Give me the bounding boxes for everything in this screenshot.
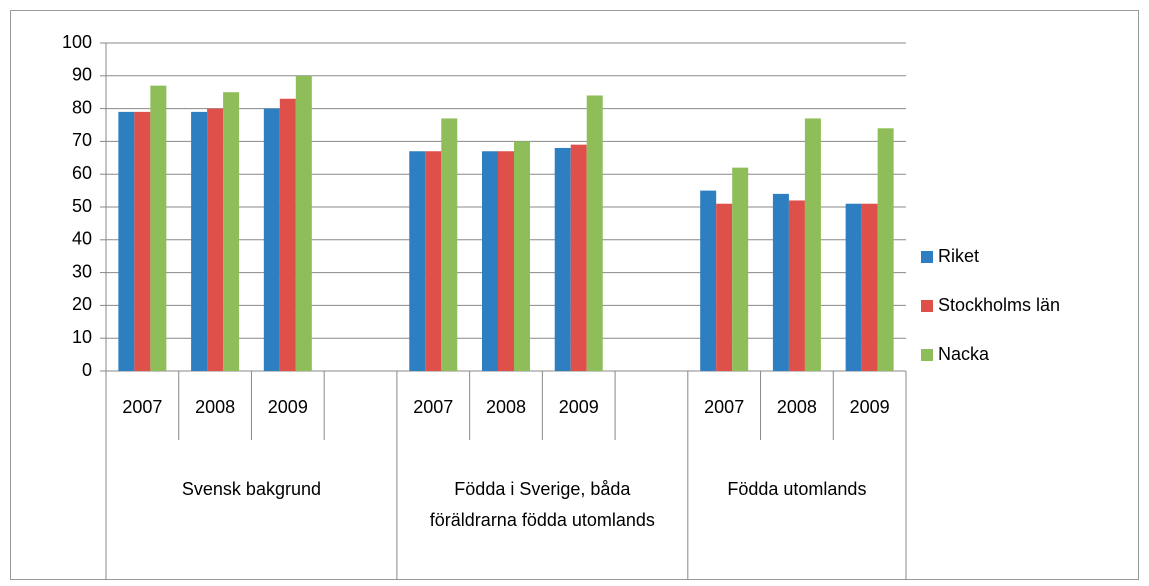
bar [118,111,135,371]
x-tick-label: 2008 [486,397,526,417]
legend-swatch [921,251,933,263]
bar [716,203,733,371]
legend-label: Stockholms län [938,295,1060,315]
group-label: Födda utomlands [727,479,867,499]
y-tick-label: 90 [72,65,92,85]
group-label: Födda i Sverige, båda föräldrarna födda … [429,479,655,530]
bar [425,151,442,371]
bar [441,118,458,371]
bar [586,95,603,371]
legend-label: Nacka [938,344,990,364]
bar [514,141,530,371]
x-tick-label: 2008 [195,397,235,417]
bar [732,167,749,371]
y-tick-label: 30 [72,261,92,281]
bar [191,111,208,371]
x-tick-label: 2007 [413,397,453,417]
bar [223,92,240,371]
bar [263,108,280,371]
bar [482,151,498,371]
bar [498,151,514,371]
y-tick-label: 0 [82,360,92,380]
x-tick-label: 2009 [268,397,308,417]
y-tick-label: 60 [72,163,92,183]
bar [861,203,878,371]
bar [279,98,296,371]
y-tick-label: 20 [72,294,92,314]
bar [788,200,805,371]
bar [207,108,224,371]
bar [295,75,312,372]
legend-swatch [921,349,933,361]
y-tick-label: 80 [72,97,92,117]
y-tick-label: 10 [72,327,92,347]
x-tick-label: 2007 [704,397,744,417]
x-tick-label: 2007 [122,397,162,417]
bar [150,85,167,371]
bar [804,118,821,371]
bar [845,203,862,371]
chart-border [10,10,1139,580]
x-tick-label: 2009 [850,397,890,417]
y-tick-label: 100 [62,32,92,52]
legend-label: Riket [938,246,979,266]
bar [700,190,717,371]
bar [877,128,894,371]
legend-swatch [921,300,933,312]
x-tick-label: 2008 [777,397,817,417]
y-tick-label: 40 [72,229,92,249]
bar [554,147,571,371]
bar [570,144,587,371]
bar [772,193,789,371]
bar [409,151,426,371]
bar [134,111,151,371]
y-tick-label: 70 [72,130,92,150]
group-label: Svensk bakgrund [181,479,321,499]
y-tick-label: 50 [72,196,92,216]
x-tick-label: 2009 [559,397,599,417]
